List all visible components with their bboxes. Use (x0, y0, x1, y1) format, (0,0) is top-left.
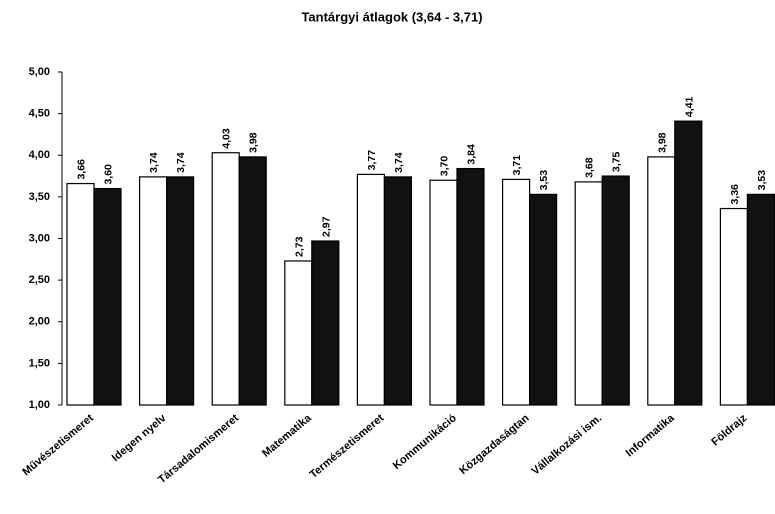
value-label: 3,98 (248, 132, 260, 153)
x-tick-label: Társadalomismeret (156, 412, 241, 486)
value-label: 4,41 (683, 97, 695, 118)
x-tick-label: Művészetismeret (20, 412, 96, 478)
value-label: 3,74 (175, 152, 187, 173)
bar (284, 260, 313, 406)
x-tick-label: Informatika (624, 412, 678, 460)
x-tick-label: Matematika (260, 412, 314, 460)
bar (574, 181, 603, 406)
bar (719, 207, 749, 406)
bar (238, 156, 267, 406)
y-tick-label: 4,00 (29, 149, 50, 161)
y-tick-label: 1,50 (29, 357, 50, 369)
value-label: 3,75 (611, 151, 623, 172)
bar (429, 179, 458, 406)
x-tick-label: Vállalkozási ism. (529, 412, 604, 477)
bar (383, 176, 412, 406)
bar (211, 152, 240, 406)
bar (311, 240, 340, 406)
bar (456, 167, 485, 406)
bar (601, 175, 630, 406)
bar (674, 120, 703, 406)
value-label: 3,53 (756, 170, 768, 191)
y-tick-label: 2,50 (29, 274, 50, 286)
value-label: 3,77 (366, 150, 378, 171)
y-tick-label: 4,50 (29, 108, 50, 120)
bar (502, 178, 531, 406)
bar (66, 182, 95, 406)
y-tick-label: 1,00 (29, 399, 50, 411)
value-label: 3,53 (538, 170, 550, 191)
value-label: 3,68 (584, 157, 596, 178)
value-label: 3,84 (466, 144, 478, 165)
value-label: 2,97 (320, 216, 332, 237)
chart-title: Tantárgyi átlagok (3,64 - 3,71) (301, 9, 482, 24)
y-tick-label: 3,50 (29, 191, 50, 203)
value-label: 2,73 (293, 236, 305, 257)
x-tick-label: Földrajz (709, 412, 749, 449)
value-label: 4,03 (221, 128, 233, 149)
value-label: 3,74 (393, 152, 405, 173)
bar (356, 173, 385, 406)
x-tick-label: Közgazdaságtan (457, 412, 531, 477)
y-tick-label: 5,00 (29, 66, 50, 78)
value-label: 3,74 (148, 152, 160, 173)
value-label: 3,60 (103, 164, 115, 185)
x-tick-label: Kommunikáció (391, 412, 459, 472)
y-tick-label: 3,00 (29, 232, 50, 244)
bar (647, 156, 676, 406)
bar (166, 176, 195, 406)
bar (139, 176, 168, 406)
x-tick-label: Idegen nyelv (110, 412, 169, 465)
x-tick-label: Természetismeret (308, 412, 387, 481)
value-label: 3,98 (656, 132, 668, 153)
value-label: 3,36 (729, 184, 741, 205)
bar (528, 193, 558, 406)
value-label: 3,66 (76, 159, 88, 180)
bar (93, 187, 122, 406)
y-tick-label: 2,00 (29, 316, 50, 328)
bar (746, 193, 775, 406)
value-label: 3,70 (439, 156, 451, 177)
value-label: 3,71 (511, 155, 523, 176)
